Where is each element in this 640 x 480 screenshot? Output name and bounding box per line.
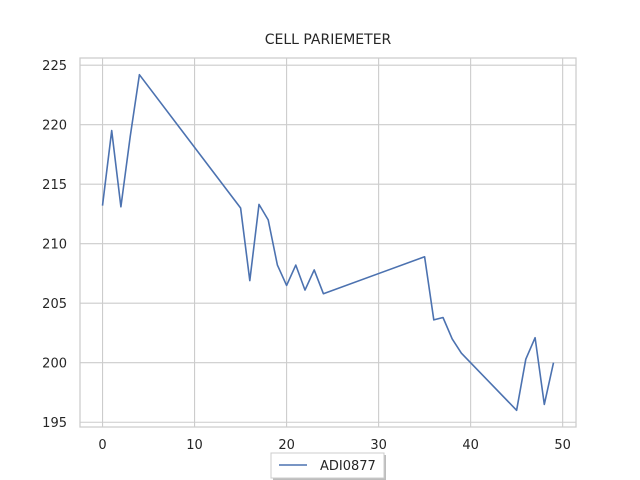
chart-title: CELL PARIEMETER — [265, 32, 392, 48]
legend-label: ADI0877 — [320, 459, 376, 474]
series-line — [101, 73, 555, 412]
tick-labels: 0 10 20 30 40 50 195 200 205 210 215 220 225 — [42, 59, 571, 453]
y-tick-label: 215 — [42, 178, 67, 193]
series-layer — [101, 73, 555, 412]
legend: ADI0877 — [270, 452, 386, 480]
x-tick-label: 10 — [186, 438, 203, 453]
x-tick-label: 0 — [98, 438, 106, 453]
y-tick-label: 220 — [42, 119, 67, 134]
y-tick-label: 195 — [42, 416, 67, 431]
grid — [80, 58, 576, 427]
x-tick-label: 40 — [462, 438, 479, 453]
x-tick-label: 30 — [370, 438, 387, 453]
y-tick-label: 200 — [42, 357, 67, 372]
y-tick-label: 205 — [42, 297, 67, 312]
y-tick-label: 210 — [42, 238, 67, 253]
x-tick-label: 50 — [554, 438, 571, 453]
x-tick-label: 20 — [278, 438, 295, 453]
y-tick-label: 225 — [42, 59, 67, 74]
plot-area-frame — [79, 57, 577, 428]
